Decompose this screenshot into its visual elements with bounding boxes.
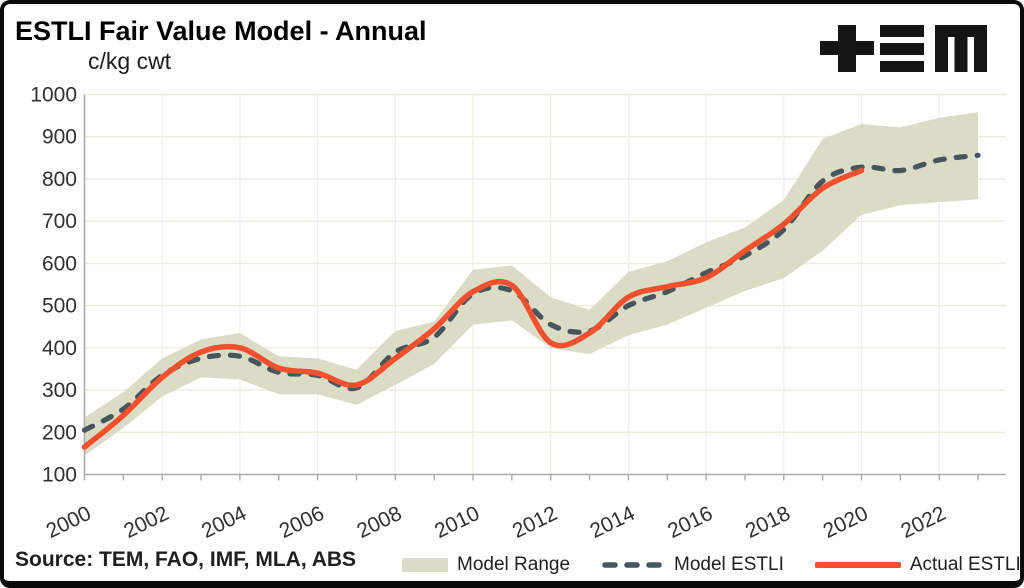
legend-item-model-estli: Model ESTLI	[601, 554, 784, 576]
actual-estli-line	[81, 167, 865, 450]
y-axis-label: 900	[42, 126, 77, 149]
solid-line-sample-icon	[814, 562, 901, 568]
legend-label: Actual ESTLI	[909, 554, 1021, 575]
x-axis-label: 2010	[431, 502, 483, 543]
y-axis-label: 600	[42, 252, 77, 275]
y-axis-label: 800	[42, 168, 77, 191]
x-axis-label: 2022	[897, 502, 949, 543]
page-title: ESTLI Fair Value Model - Annual	[15, 16, 427, 46]
source-note: Source: TEM, FAO, IMF, MLA, ABS	[15, 548, 357, 571]
tem-logo-icon	[820, 25, 987, 72]
y-axis-label: 400	[42, 337, 77, 360]
legend-label: Model ESTLI	[674, 554, 784, 575]
x-axis-label: 2020	[820, 502, 872, 543]
model-range-swatch-icon	[402, 558, 448, 572]
x-axis-label: 2002	[120, 502, 172, 543]
y-axis-label: 500	[42, 295, 77, 318]
chart-legend: Model Range Model ESTLI Actual ESTLI	[402, 554, 1021, 576]
y-axis-label: 200	[42, 421, 77, 444]
legend-label: Model Range	[457, 554, 571, 575]
y-axis-label: 1000	[30, 84, 77, 107]
y-axis-label: 100	[42, 464, 77, 487]
x-axis-label: 2004	[198, 502, 250, 543]
legend-item-actual-estli: Actual ESTLI	[814, 554, 1021, 576]
model-range-band	[84, 112, 979, 456]
y-axis-unit-label: c/kg cwt	[88, 48, 172, 74]
x-axis-label: 2014	[587, 502, 639, 543]
x-axis-label: 2016	[664, 502, 716, 543]
x-axis-label: 2018	[742, 502, 794, 543]
x-axis-label: 2012	[509, 502, 561, 543]
legend-item-model-range: Model Range	[402, 554, 570, 576]
chart-canvas: ESTLI Fair Value Model - Annual c/kg cwt…	[4, 4, 1020, 581]
model-estli-line	[81, 152, 981, 433]
dashed-line-sample-icon	[602, 562, 666, 568]
y-axis-label: 300	[42, 379, 77, 402]
x-axis-label: 2006	[276, 502, 328, 543]
y-axis-label: 700	[42, 210, 77, 233]
x-axis-label: 2008	[353, 502, 405, 543]
fair-value-chart: 100 200 300 400 500 600 700 800 900 1000 2000 2002 2…	[30, 84, 1006, 543]
x-axis-label: 2000	[43, 502, 95, 543]
